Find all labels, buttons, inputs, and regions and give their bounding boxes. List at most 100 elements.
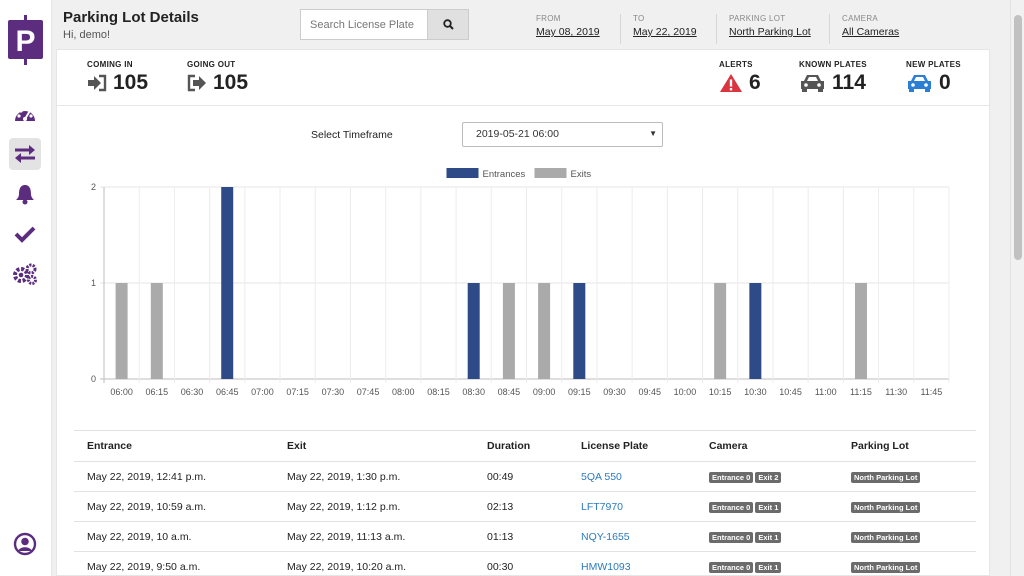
legend-label-exits: Exits: [571, 169, 592, 180]
cell-camera: Entrance 0 Exit 1: [709, 492, 783, 522]
logo-icon[interactable]: P: [7, 15, 44, 65]
camera-exit-badge: Exit 1: [755, 561, 782, 573]
stat-new-plates[interactable]: NEW PLATES 0: [906, 60, 961, 95]
filter-parking-lot-label: PARKING LOT: [729, 14, 786, 23]
x-tick-label: 08:00: [392, 387, 415, 397]
exit-bar: [714, 283, 727, 379]
x-tick-label: 08:15: [427, 387, 450, 397]
sidebar-item-verified[interactable]: [9, 218, 41, 250]
filter-to: TO May 22, 2019: [620, 14, 697, 44]
camera-entrance-badge: Entrance 0: [709, 531, 754, 543]
column-header-duration[interactable]: Duration: [487, 440, 531, 452]
x-tick-label: 09:15: [568, 387, 591, 397]
sidebar: P: [0, 0, 52, 576]
parking-lot-badge: North Parking Lot: [851, 471, 921, 483]
entrance-bar: [467, 283, 480, 379]
filter-parking-lot-value[interactable]: North Parking Lot: [729, 26, 811, 38]
x-tick-label: 07:30: [322, 387, 345, 397]
legend-swatch-entrances: [446, 168, 479, 178]
stat-going-out-value: 105: [213, 71, 249, 94]
page-title: Parking Lot Details: [63, 9, 199, 26]
plate-link[interactable]: NQY-1655: [581, 531, 630, 543]
exit-bar: [150, 283, 163, 379]
exit-bar: [854, 283, 867, 379]
cell-duration: 02:13: [487, 501, 514, 513]
x-tick-label: 07:45: [357, 387, 380, 397]
filter-to-label: TO: [633, 14, 645, 23]
cell-exit: May 22, 2019, 1:12 p.m.: [287, 501, 401, 513]
x-tick-label: 08:45: [498, 387, 521, 397]
entrance-bar: [573, 283, 586, 379]
timeframe-select[interactable]: 2019-05-21 06:00 ▼: [462, 122, 663, 147]
scrollbar-thumb[interactable]: [1014, 15, 1022, 260]
cell-exit: May 22, 2019, 11:13 a.m.: [287, 531, 406, 543]
x-tick-label: 11:45: [920, 387, 942, 397]
column-header-license-plate[interactable]: License Plate: [581, 440, 649, 452]
column-header-exit[interactable]: Exit: [287, 440, 307, 452]
cell-camera: Entrance 0 Exit 1: [709, 522, 783, 552]
filter-to-value[interactable]: May 22, 2019: [633, 26, 697, 38]
plate-link[interactable]: LFT7970: [581, 501, 624, 513]
cell-exit: May 22, 2019, 10:20 a.m.: [287, 561, 407, 573]
camera-entrance-badge: Entrance 0: [709, 501, 754, 513]
sidebar-item-transfers[interactable]: [9, 138, 41, 170]
cell-entrance: May 22, 2019, 9:50 a.m.: [87, 561, 201, 573]
warning-icon: [720, 74, 742, 92]
cell-duration: 00:30: [487, 561, 514, 573]
profile-button[interactable]: [9, 528, 41, 560]
legend-label-entrances: Entrances: [483, 169, 526, 180]
column-header-entrance[interactable]: Entrance: [87, 440, 132, 452]
bell-icon: [16, 185, 34, 205]
stat-alerts[interactable]: ALERTS 6: [719, 60, 761, 95]
exit-bar: [538, 283, 551, 379]
x-tick-label: 10:00: [674, 387, 697, 397]
greeting: Hi, demo!: [63, 29, 111, 41]
cell-entrance: May 22, 2019, 10 a.m.: [87, 531, 192, 543]
cell-entrance: May 22, 2019, 12:41 p.m.: [87, 471, 207, 483]
sign-in-icon: [88, 74, 107, 92]
parking-lot-badge: North Parking Lot: [851, 501, 921, 513]
timeframe-value: 2019-05-21 06:00: [476, 128, 559, 140]
stat-known-plates-value: 114: [832, 71, 866, 94]
search-input[interactable]: [300, 9, 427, 40]
cell-camera: Entrance 0 Exit 2: [709, 462, 783, 492]
x-tick-label: 11:00: [815, 387, 837, 397]
entrance-bar: [749, 283, 762, 379]
sidebar-item-dashboard[interactable]: [9, 98, 41, 130]
svg-text:P: P: [15, 25, 35, 58]
cell-parking-lot: North Parking Lot: [851, 522, 922, 552]
stat-known-plates[interactable]: KNOWN PLATES 114: [799, 60, 867, 95]
x-tick-label: 07:00: [251, 387, 274, 397]
parking-lot-badge: North Parking Lot: [851, 531, 921, 543]
cell-exit: May 22, 2019, 1:30 p.m.: [287, 471, 401, 483]
check-icon: [14, 226, 36, 243]
sidebar-item-alerts[interactable]: [9, 178, 41, 210]
filter-from: FROM May 08, 2019: [536, 14, 600, 44]
cell-camera: Entrance 0 Exit 1: [709, 552, 783, 575]
cell-parking-lot: North Parking Lot: [851, 552, 922, 575]
x-tick-label: 08:30: [462, 387, 485, 397]
cell-duration: 01:13: [487, 531, 514, 543]
search-button[interactable]: [427, 9, 469, 40]
main-panel: COMING IN 105 GOING OUT 105 ALERTS: [56, 49, 990, 576]
y-tick-label: 1: [91, 278, 96, 288]
x-tick-label: 06:45: [216, 387, 239, 397]
sidebar-item-settings[interactable]: [9, 258, 41, 290]
search-bar: [300, 9, 469, 40]
plate-link[interactable]: 5QA 550: [581, 471, 622, 483]
plate-link[interactable]: HMW1093: [581, 561, 631, 573]
stat-new-plates-value: 0: [939, 71, 951, 94]
x-tick-label: 07:15: [286, 387, 309, 397]
x-tick-label: 11:15: [850, 387, 872, 397]
camera-entrance-badge: Entrance 0: [709, 561, 754, 573]
filter-parking-lot: PARKING LOT North Parking Lot: [716, 14, 811, 44]
car-icon: [801, 75, 824, 92]
column-header-parking-lot[interactable]: Parking Lot: [851, 440, 909, 452]
x-tick-label: 11:30: [885, 387, 907, 397]
cell-parking-lot: North Parking Lot: [851, 492, 922, 522]
filter-from-value[interactable]: May 08, 2019: [536, 26, 600, 38]
page-scrollbar[interactable]: [1010, 0, 1024, 576]
column-header-camera[interactable]: Camera: [709, 440, 748, 452]
filter-camera-value[interactable]: All Cameras: [842, 26, 900, 38]
table-row: May 22, 2019, 12:41 p.m. May 22, 2019, 1…: [74, 461, 976, 491]
